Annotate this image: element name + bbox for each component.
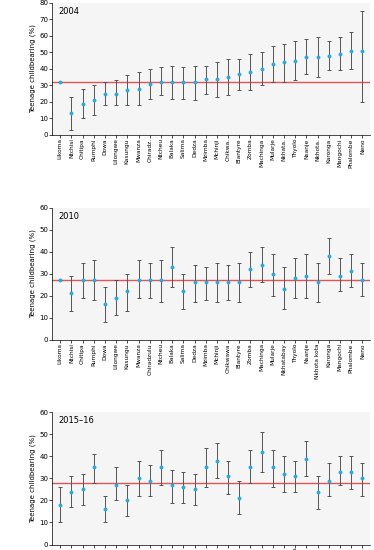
Point [236,278,242,287]
Point [169,481,175,490]
Point [270,463,276,472]
Point [281,470,287,478]
Point [348,468,354,476]
Point [348,46,354,55]
Point [57,500,63,509]
Point [337,50,343,58]
Point [225,472,231,481]
Point [236,494,242,503]
Y-axis label: Teenage childbearing (%): Teenage childbearing (%) [30,229,36,318]
Point [169,78,175,86]
Point [248,265,254,273]
Point [270,270,276,278]
Point [292,56,298,65]
Point [113,294,119,302]
Point [214,74,220,83]
Point [225,73,231,81]
Point [326,51,332,60]
Y-axis label: Teenage childbearing (%): Teenage childbearing (%) [30,434,36,523]
Point [158,276,164,285]
Point [57,276,63,285]
Point [315,487,321,496]
Point [113,89,119,98]
Point [125,86,131,95]
Point [359,474,365,483]
Point [80,485,86,494]
Point [68,487,74,496]
Point [359,276,365,285]
Point [80,276,86,285]
Point [191,485,197,494]
Point [68,109,74,118]
Text: 2010: 2010 [59,212,80,221]
Point [135,474,141,483]
Point [292,472,298,481]
Point [270,59,276,68]
Point [214,278,220,287]
Point [203,74,209,83]
Point [158,463,164,472]
Point [259,448,265,456]
Point [91,96,97,104]
Point [281,58,287,67]
Point [348,267,354,276]
Point [113,481,119,490]
Point [303,53,309,62]
Point [180,287,186,296]
Text: 2015–16: 2015–16 [59,416,95,425]
Point [180,483,186,492]
Point [281,285,287,294]
Point [303,272,309,280]
Point [225,278,231,287]
Point [135,276,141,285]
Point [169,262,175,271]
Point [214,456,220,465]
Point [292,274,298,283]
Point [326,476,332,485]
Point [337,468,343,476]
Y-axis label: Teenage childbearing (%): Teenage childbearing (%) [30,24,36,113]
Point [259,260,265,269]
Point [203,463,209,472]
Point [248,463,254,472]
Point [147,476,153,485]
Point [68,289,74,298]
Point [359,46,365,55]
Point [102,300,108,309]
Point [135,84,141,93]
Point [102,89,108,98]
Point [125,287,131,296]
Point [191,78,197,86]
Point [57,78,63,86]
Point [158,78,164,86]
Point [91,463,97,472]
Point [259,64,265,73]
Point [147,276,153,285]
Point [147,79,153,88]
Point [80,99,86,108]
Text: 2004: 2004 [59,7,80,16]
Point [326,251,332,260]
Point [236,69,242,78]
Point [203,278,209,287]
Point [303,454,309,463]
Point [315,53,321,62]
Point [102,505,108,514]
Point [91,276,97,285]
Point [337,272,343,280]
Point [248,68,254,76]
Point [180,78,186,86]
Point [315,278,321,287]
Point [191,278,197,287]
Point [125,496,131,505]
